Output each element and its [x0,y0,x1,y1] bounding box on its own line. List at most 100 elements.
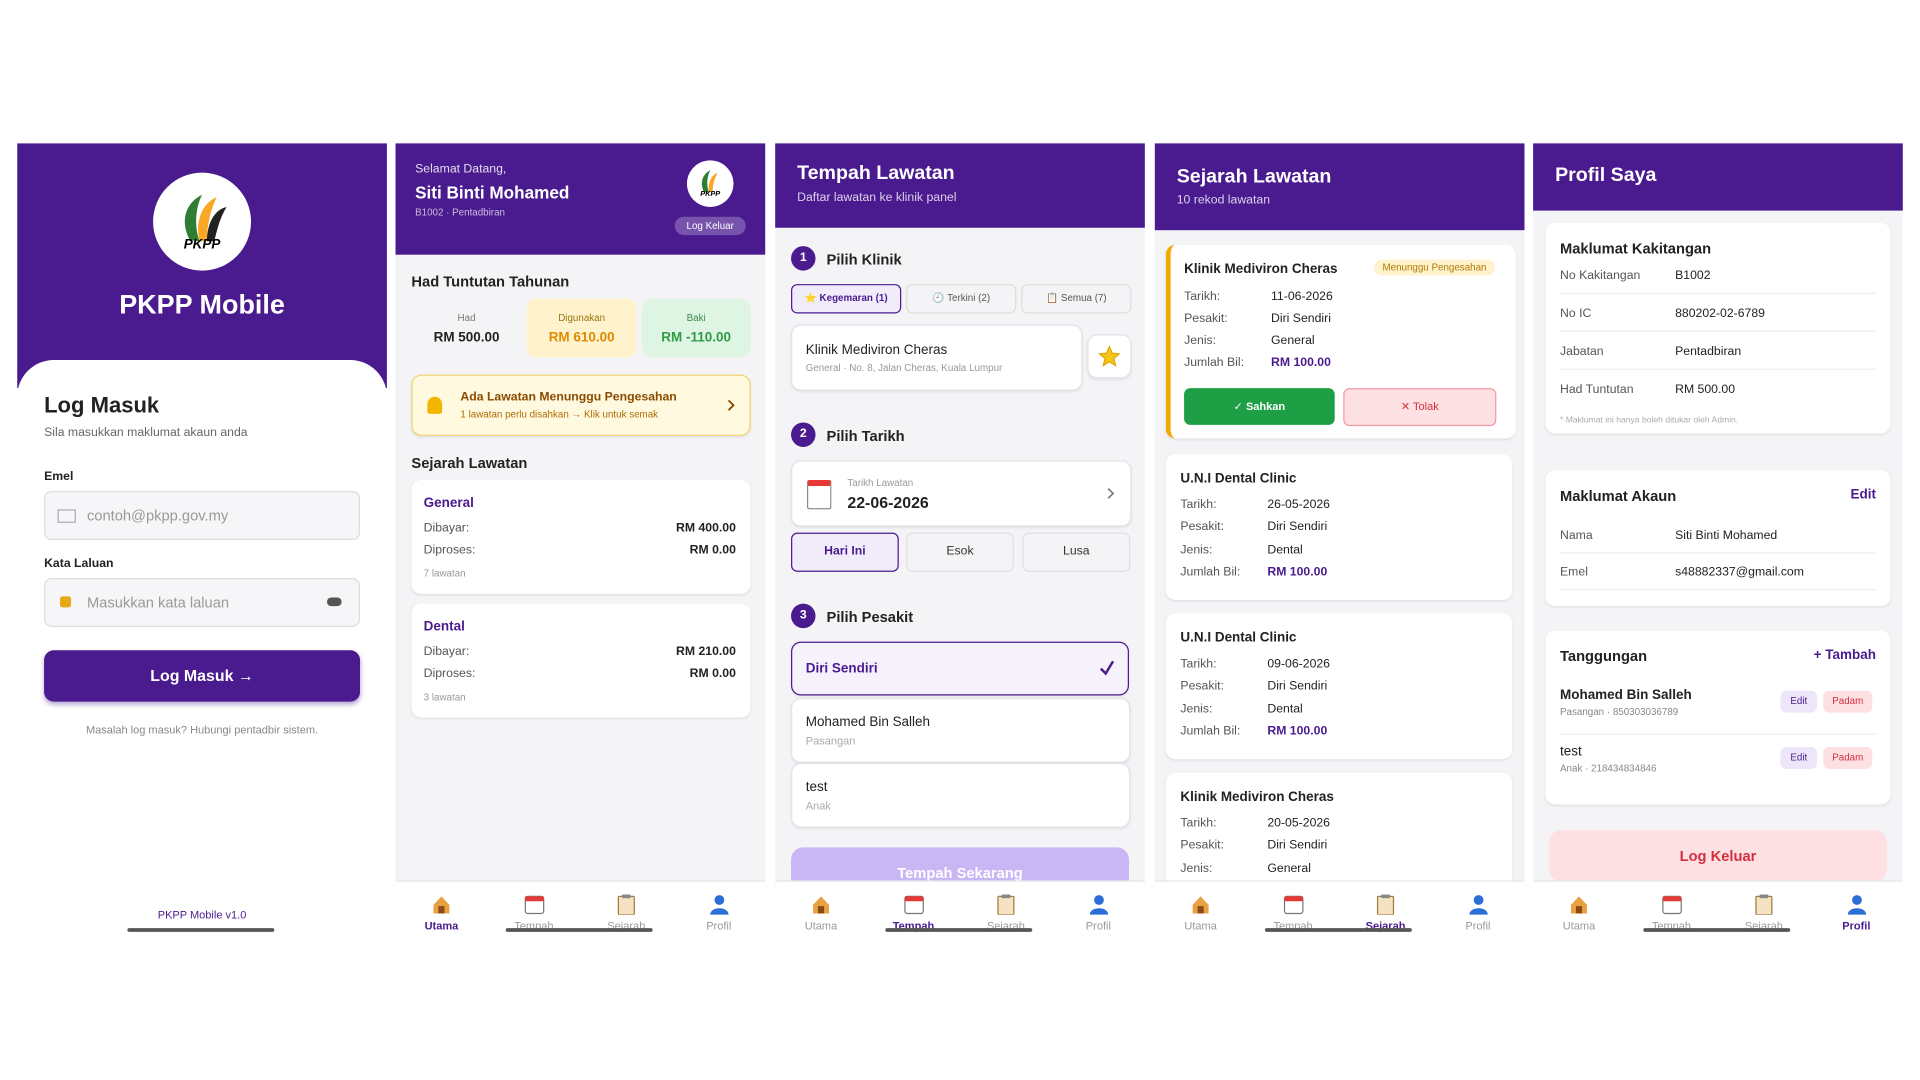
nav-item[interactable]: Utama [1533,882,1625,937]
history-summary: Dental Dibayar: RM 210.00 Diproses: RM 0… [411,603,751,718]
patient-option[interactable]: test Anak [791,762,1131,828]
home-indicator [127,928,275,932]
user-meta: B1002 · Pentadbiran [415,206,505,218]
field-label: Tarikh: [1180,498,1217,512]
field-label: Jenis: [1184,334,1217,348]
field-label: Pesakit: [1180,838,1224,853]
field-label: No Kakitangan [1560,269,1641,283]
tab[interactable]: 🕘 Terkini (2) [906,284,1017,314]
patient-option[interactable]: Mohamed Bin Salleh Pasangan [791,697,1131,763]
field-label: Nama [1560,528,1593,543]
day-button[interactable]: Lusa [1022,532,1131,572]
nav-icon [1755,894,1773,915]
clinic-name: Klinik Mediviron Cheras [805,342,948,358]
divider [1560,368,1876,370]
dependent-detail: Anak · 218434834846 [1560,762,1657,774]
clinic-card[interactable]: Klinik Mediviron Cheras General · No. 8,… [791,324,1083,391]
star-icon [1098,345,1121,367]
nav-label: Utama [804,919,838,932]
user-name: Siti Binti Mohamed [415,182,570,203]
divider [1560,330,1876,332]
patient-option[interactable]: Diri Sendiri [791,641,1129,696]
summary-type: General [423,495,474,511]
record-card: U.N.I Dental Clinic Tarikh: 09-06-2026 P… [1165,613,1513,760]
record-date: 11-06-2026 [1271,290,1333,304]
record-clinic: U.N.I Dental Clinic [1180,630,1297,646]
password-input[interactable]: Masukkan kata laluan [44,577,361,627]
field-label: No IC [1560,307,1592,321]
logo: PKPP [153,172,252,271]
bottom-nav: Utama Tempah Sejarah Profil [1154,880,1525,937]
eye-icon [326,597,342,607]
field-value: s48882337@gmail.com [1675,565,1804,580]
logo-text: PKPP [700,191,721,199]
limit-label: Had [457,312,476,324]
step-title: Pilih Pesakit [826,608,914,626]
confirm-button[interactable]: ✓ Sahkan [1184,388,1335,425]
summary-value: RM 400.00 [676,521,736,536]
record-patient: Diri Sendiri [1267,520,1328,534]
delete-button[interactable]: Padam [1823,746,1873,769]
nav-item[interactable]: Profil [1432,882,1524,937]
record-amount: RM 100.00 [1271,356,1331,370]
shape [1755,895,1773,915]
nav-label: Utama [1184,919,1217,932]
leaf [184,194,203,242]
section-title: Sejarah Lawatan [411,454,528,472]
login-button[interactable]: Log Masuk → [44,650,361,702]
field-label: Tarikh: [1180,816,1217,831]
home-indicator [1643,928,1791,932]
patient-relation: Pasangan [805,734,856,747]
logout-button[interactable]: Log Keluar [1548,830,1887,882]
status-badge: Menunggu Pengesahan [1373,259,1496,276]
patient-name: Mohamed Bin Salleh [805,715,931,730]
record-card: U.N.I Dental Clinic Tarikh: 26-05-2026 P… [1165,454,1513,601]
record-patient: Diri Sendiri [1267,679,1328,694]
date-picker[interactable]: Tarikh Lawatan 22-06-2026 [791,460,1132,527]
nav-item[interactable]: Utama [1155,882,1247,937]
nav-icon [1192,896,1209,914]
day-button[interactable]: Esok [906,532,1014,572]
version: PKPP Mobile v1.0 [157,908,247,921]
record-amount: RM 100.00 [1267,724,1328,739]
divider [1560,292,1876,294]
reject-button[interactable]: ✕ Tolak [1343,388,1497,427]
nav-item[interactable]: Profil [673,882,765,937]
nav-icon [903,895,924,915]
shape [817,906,825,914]
day-button[interactable]: Hari Ini [791,532,899,572]
nav-item[interactable]: Utama [775,882,867,937]
shape [1662,896,1681,902]
nav-item[interactable]: Utama [396,882,488,937]
screen-subtitle: 10 rekod lawatan [1176,193,1271,207]
shape [1107,488,1115,499]
field-label: Jumlah Bil: [1180,724,1241,739]
field-label: Had Tuntutan [1560,383,1634,397]
favourite-button[interactable] [1087,334,1132,379]
tab[interactable]: 📋 Semua (7) [1021,284,1132,314]
shape [1376,895,1395,915]
home-screen: Selamat Datang, Siti Binti Mohamed B1002… [395,143,766,937]
email-input[interactable]: contoh@pkpp.gov.my [44,491,361,541]
nav-icon [1661,895,1682,915]
leaf [206,206,227,242]
delete-button[interactable]: Padam [1823,690,1873,713]
profile-header [1533,143,1903,211]
nav-item[interactable]: Profil [1810,882,1902,937]
pending-alert[interactable]: Ada Lawatan Menunggu Pengesahan 1 lawata… [411,374,751,436]
lock-icon [60,596,72,608]
record-patient: Diri Sendiri [1271,312,1331,326]
nav-item[interactable]: Profil [1052,882,1144,937]
add-link[interactable]: + Tambah [1813,647,1876,663]
shape [1473,895,1483,905]
tab[interactable]: ⭐ Kegemaran (1) [791,284,902,314]
staff-card: Maklumat Kakitangan No Kakitangan B1002 … [1545,222,1891,434]
edit-button[interactable]: Edit [1780,746,1818,769]
edit-button[interactable]: Edit [1780,690,1818,713]
chevron [1107,488,1115,499]
logout-button[interactable]: Log Keluar [674,216,746,236]
alert-text: 1 lawatan perlu disahkan → Klik untuk se… [460,408,659,421]
nav-icon [433,896,450,914]
edit-link[interactable]: Edit [1850,487,1876,503]
field-label: Pesakit: [1184,312,1228,326]
